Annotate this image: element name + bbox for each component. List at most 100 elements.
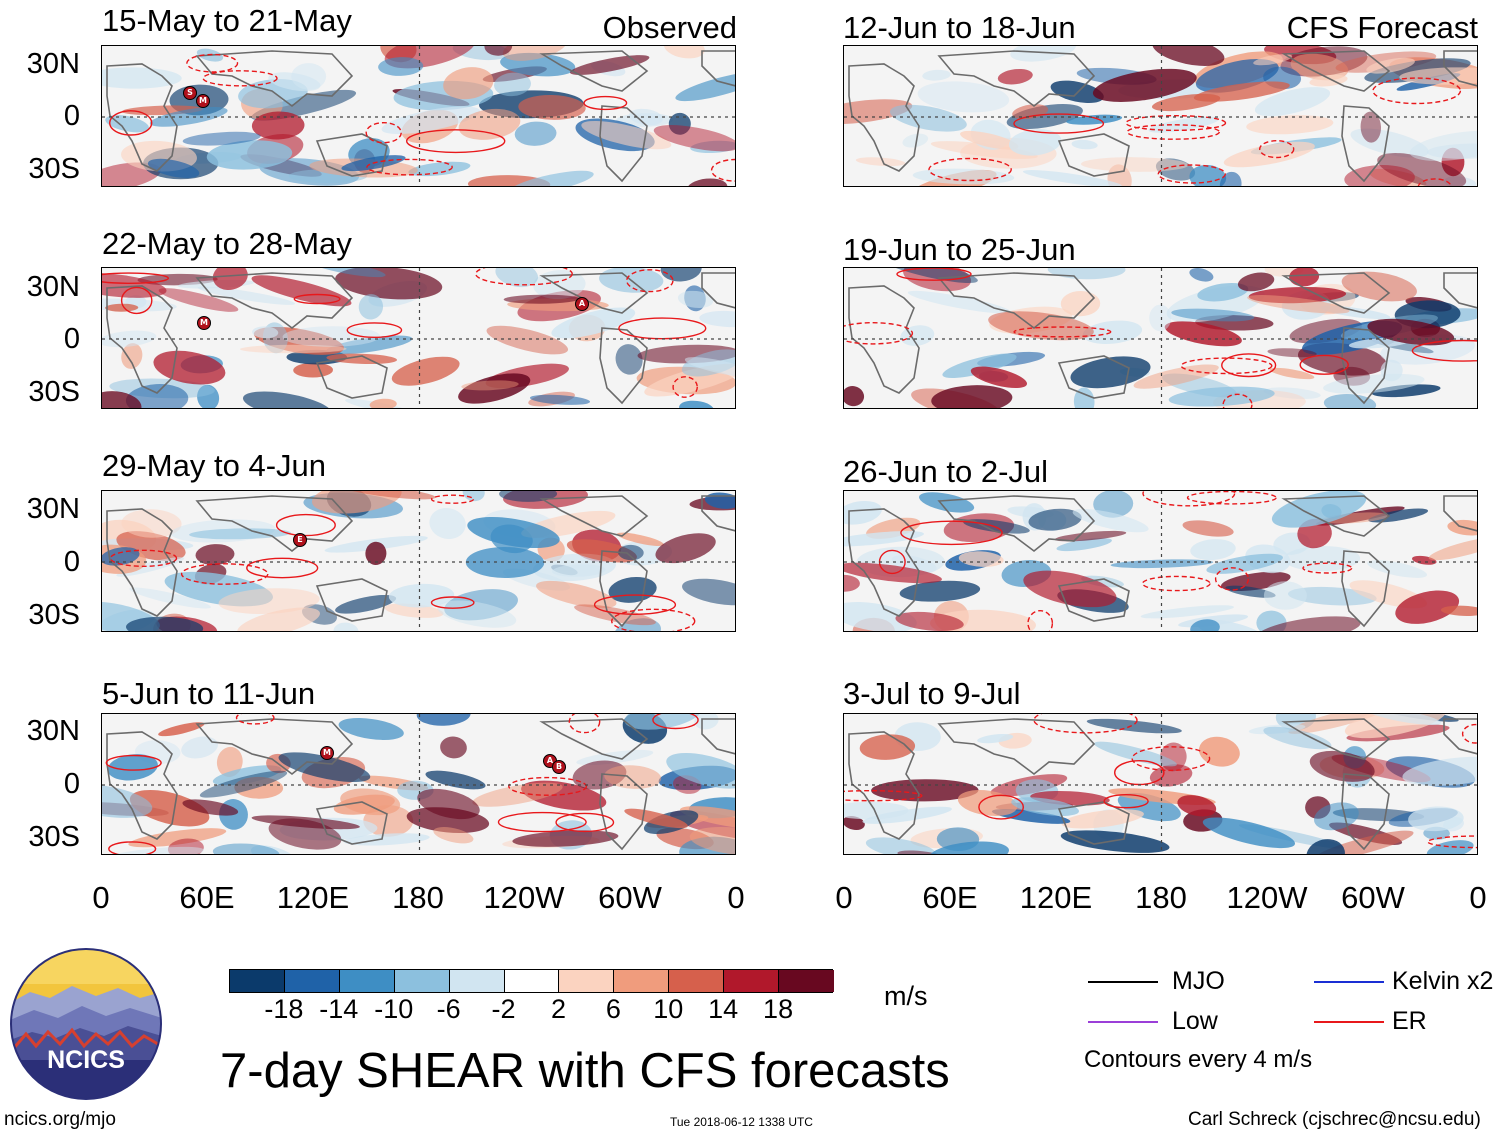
shear-anomaly-blob: [844, 531, 924, 547]
observed-label: Observed: [602, 10, 737, 45]
shear-anomaly-blob: [1066, 114, 1123, 125]
shear-anomaly-blob: [1171, 308, 1255, 322]
shear-anomaly-blob: [1219, 171, 1242, 186]
shear-anomaly-blob: [218, 588, 320, 614]
coastline: [315, 133, 388, 177]
er-contour: [626, 269, 674, 293]
shear-anomaly-blob: [532, 553, 616, 582]
lon-label: 120E: [1019, 880, 1093, 915]
shear-anomaly-blob: [369, 398, 397, 408]
er-contour: [109, 110, 153, 136]
map-field: [102, 491, 735, 631]
er-contour: [102, 272, 169, 284]
shear-anomaly-blob: [102, 162, 161, 186]
shear-anomaly-blob: [391, 356, 460, 386]
er-contour: [1259, 139, 1295, 159]
shear-anomaly-blob: [388, 583, 455, 608]
colorbar-cell: [449, 970, 505, 992]
ncics-logo-graphic: NCICS: [10, 948, 162, 1100]
map-panel-obs-3: [101, 490, 736, 632]
coastline: [1341, 105, 1390, 183]
shear-anomaly-blob: [859, 734, 916, 760]
ncics-logo-text: NCICS: [47, 1046, 125, 1074]
panel-title-fcst-1: 12-Jun to 18-Jun: [843, 10, 1076, 45]
coastline: [315, 355, 388, 399]
er-contour: [293, 293, 341, 305]
panel-title-fcst-2: 19-Jun to 25-Jun: [843, 232, 1076, 267]
shear-anomaly-blob: [1149, 304, 1172, 332]
shear-anomaly-blob: [682, 578, 735, 606]
shear-anomaly-blob: [153, 350, 226, 385]
er-contour: [235, 714, 275, 725]
shear-anomaly-blob: [107, 754, 158, 781]
lat-30s: 30S: [28, 153, 80, 185]
shear-anomaly-blob: [928, 841, 1010, 854]
legend-label-mjo: MJO: [1172, 967, 1225, 995]
shear-anomaly-blob: [997, 68, 1033, 85]
panel-title-fcst-3: 26-Jun to 2-Jul: [843, 454, 1049, 489]
er-contour: [1103, 793, 1149, 809]
shear-anomaly-blob: [189, 528, 291, 540]
colorbar-cell: [339, 970, 395, 992]
coastline: [848, 63, 920, 172]
shear-anomaly-blob: [147, 158, 200, 179]
er-contour: [844, 790, 923, 802]
map-field: [844, 268, 1477, 408]
shear-anomaly-blob: [1010, 46, 1077, 62]
legend-line-low: [1088, 1021, 1158, 1023]
er-contour: [186, 53, 239, 73]
colorbar-tick-label: -2: [491, 994, 516, 1024]
shear-anomaly-blob: [844, 500, 882, 525]
er-contour: [1141, 575, 1211, 592]
coastline: [1443, 718, 1477, 755]
er-contour: [475, 268, 573, 286]
shear-anomaly-blob: [899, 580, 981, 602]
coastline: [539, 50, 649, 92]
footer-timestamp: Tue 2018-06-12 1338 UTC: [670, 1115, 813, 1129]
shear-anomaly-blob: [1056, 538, 1112, 552]
er-contour: [652, 714, 699, 730]
er-contour: [1142, 491, 1236, 507]
shear-anomaly-blob: [240, 344, 347, 354]
shear-anomaly-blob: [686, 178, 728, 186]
shear-anomaly-blob: [1395, 590, 1460, 624]
er-contour: [1214, 567, 1250, 591]
shear-anomaly-blob: [1152, 46, 1225, 66]
er-contour: [1013, 113, 1105, 134]
er-contour: [1013, 326, 1112, 338]
shear-anomaly-blob: [278, 752, 371, 783]
shear-anomaly-blob: [121, 343, 143, 369]
shear-anomaly-blob: [417, 788, 480, 820]
colorbar-cell: [230, 970, 285, 992]
colorbar-tick-label: 10: [653, 994, 684, 1024]
shear-anomaly-blob: [378, 57, 424, 76]
shear-anomaly-blob: [1061, 809, 1144, 829]
er-contour: [180, 563, 269, 585]
shear-anomaly-blob: [628, 108, 663, 126]
shear-anomaly-blob: [677, 290, 714, 308]
er-contour: [1157, 164, 1226, 184]
footer-url[interactable]: ncics.org/mjo: [4, 1109, 116, 1130]
shear-anomaly-blob: [486, 325, 569, 355]
lat-eq: 0: [63, 546, 80, 578]
shear-anomaly-blob: [930, 609, 1036, 631]
legend-line-er: [1314, 1021, 1384, 1023]
lon-label: 180: [1135, 880, 1187, 915]
shear-anomaly-blob: [844, 574, 860, 592]
shear-anomaly-blob: [1247, 294, 1350, 314]
shear-anomaly-blob: [308, 268, 386, 278]
coastline: [539, 718, 649, 760]
shear-anomaly-blob: [1263, 581, 1307, 610]
shear-anomaly-blob: [102, 272, 167, 298]
colorbar-units: m/s: [884, 981, 928, 1011]
panel-title-obs-4: 5-Jun to 11-Jun: [102, 676, 316, 711]
shear-anomaly-blob: [102, 784, 153, 818]
shear-anomaly-blob: [408, 161, 471, 177]
lat-eq: 0: [63, 323, 80, 355]
colorbar-tick-label: -6: [436, 994, 461, 1024]
shear-anomaly-blob: [1309, 750, 1375, 782]
shear-anomaly-blob: [234, 776, 284, 799]
shear-anomaly-blob: [282, 326, 381, 347]
shear-anomaly-blob: [614, 618, 661, 631]
shear-anomaly-blob: [1306, 839, 1345, 854]
